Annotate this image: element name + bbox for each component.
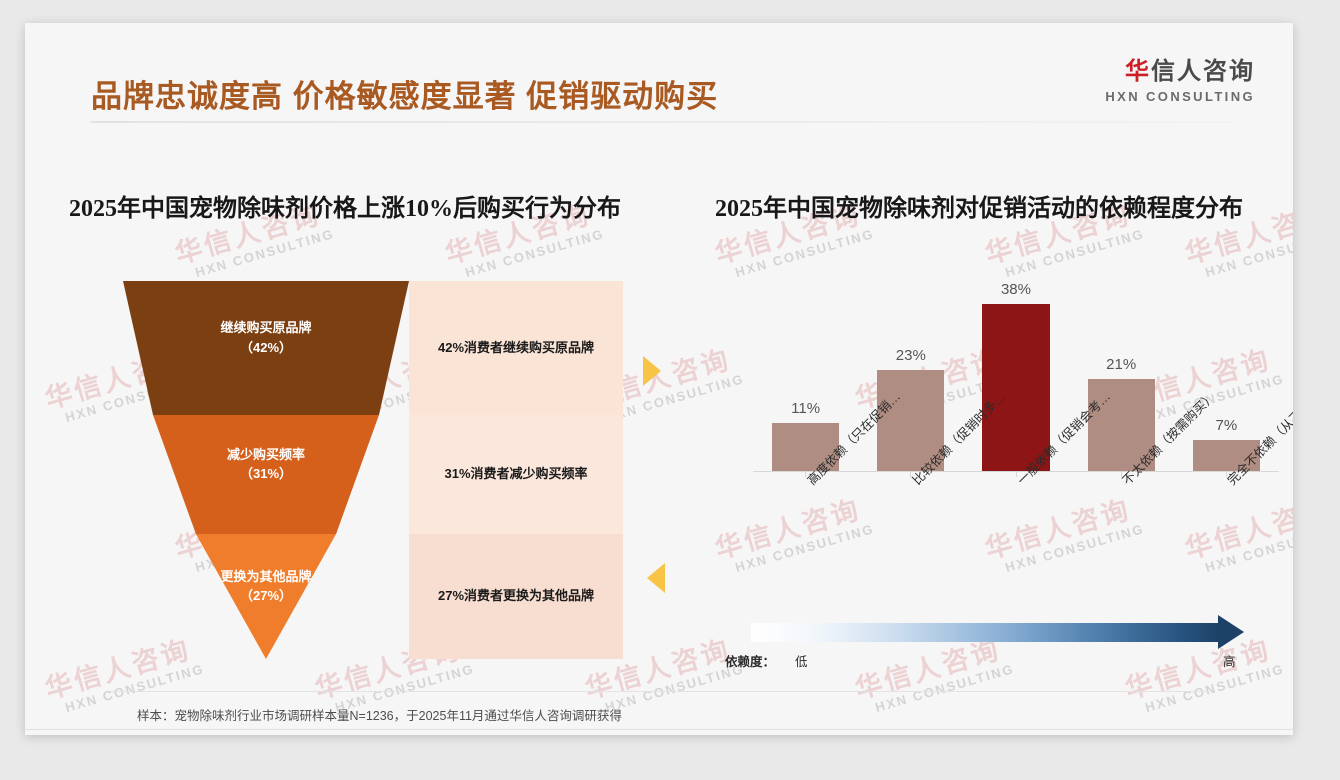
- funnel-segment: [195, 534, 337, 659]
- gradient-arrow-head-icon: [1218, 615, 1244, 649]
- bar-value-label: 11%: [791, 399, 821, 417]
- slide-header: 品牌忠诚度高 价格敏感度显著 促销驱动购买 华信人咨询 HXN CONSULTI…: [25, 23, 1293, 123]
- bar: [1087, 378, 1155, 471]
- dependency-bar-chart: 11% 23% 38% 21% 7% 高度依赖（只在促销… 比较依赖（促销时多… 一般依赖（…: [725, 273, 1293, 603]
- x-axis-tick: [910, 471, 912, 477]
- funnel-segment: [123, 281, 409, 415]
- logo-accent-char: 华: [1125, 58, 1151, 85]
- logo-rest-chars: 信人咨询: [1151, 58, 1255, 85]
- triangle-right-icon: [643, 356, 661, 386]
- funnel-shapes: [123, 281, 409, 659]
- watermark-en: HXN CONSULTING: [193, 225, 337, 281]
- watermark-en: HXN CONSULTING: [463, 225, 607, 281]
- funnel-side-panel: 27%消费者更换为其他品牌: [409, 534, 623, 659]
- bar-value-label: 23%: [895, 346, 926, 364]
- bar-value-label: 7%: [1215, 417, 1238, 435]
- legend-low-label: 低: [795, 655, 808, 669]
- legend-high-label: 高: [1223, 655, 1236, 669]
- title-divider: [91, 121, 1231, 123]
- x-axis-tick: [805, 471, 807, 477]
- bar-plot-area: 11% 23% 38% 21% 7%: [753, 273, 1279, 471]
- dependency-gradient-legend: 依赖度： 低 高: [725, 615, 1285, 675]
- page-title: 品牌忠诚度高 价格敏感度显著 促销驱动购买: [91, 79, 719, 114]
- funnel-side-panel: 42%消费者继续购买原品牌: [409, 281, 623, 415]
- funnel-segment: [153, 415, 379, 534]
- bar-column: 21%: [1069, 273, 1174, 471]
- funnel-side-panel: 31%消费者减少购买频率: [409, 415, 623, 534]
- bar-column: 38%: [963, 273, 1068, 471]
- funnel-chart: 42%消费者继续购买原品牌 31%消费者减少购买频率 27%消费者更换为其他品牌 继…: [123, 281, 623, 659]
- bar: [982, 303, 1050, 471]
- bar-column: 23%: [858, 273, 963, 471]
- bar: [877, 369, 945, 471]
- footer-divider: [25, 729, 1293, 730]
- slide-canvas: 华信人咨询 HXN CONSULTING 华信人咨询 HXN CONSULTING 华信…: [25, 23, 1293, 735]
- gradient-bar: [751, 623, 1219, 642]
- x-axis-tick: [1120, 471, 1122, 477]
- logo-chinese: 华信人咨询: [1105, 58, 1255, 85]
- bar: [771, 422, 840, 471]
- right-section-heading: 2025年中国宠物除味剂对促销活动的依赖程度分布: [715, 196, 1243, 222]
- x-axis-tick: [1015, 471, 1017, 477]
- bar: [1192, 440, 1261, 471]
- bar-column: 11%: [753, 273, 858, 471]
- triangle-left-icon: [647, 563, 665, 593]
- legend-title: 依赖度：: [725, 655, 776, 669]
- bar-value-label: 38%: [1000, 280, 1031, 298]
- left-section-heading: 2025年中国宠物除味剂价格上涨10%后购买行为分布: [69, 196, 621, 222]
- x-axis-tick: [1225, 471, 1227, 477]
- footnote-text: 样本：宠物除味剂行业市场调研样本量N=1236，于2025年11月通过华信人咨询…: [137, 709, 622, 723]
- bar-column: 7%: [1174, 273, 1279, 471]
- logo-english: HXN CONSULTING: [1105, 89, 1255, 105]
- brand-logo: 华信人咨询 HXN CONSULTING: [1105, 58, 1255, 105]
- bar-value-label: 21%: [1106, 355, 1137, 373]
- footnote-divider: [109, 691, 1209, 692]
